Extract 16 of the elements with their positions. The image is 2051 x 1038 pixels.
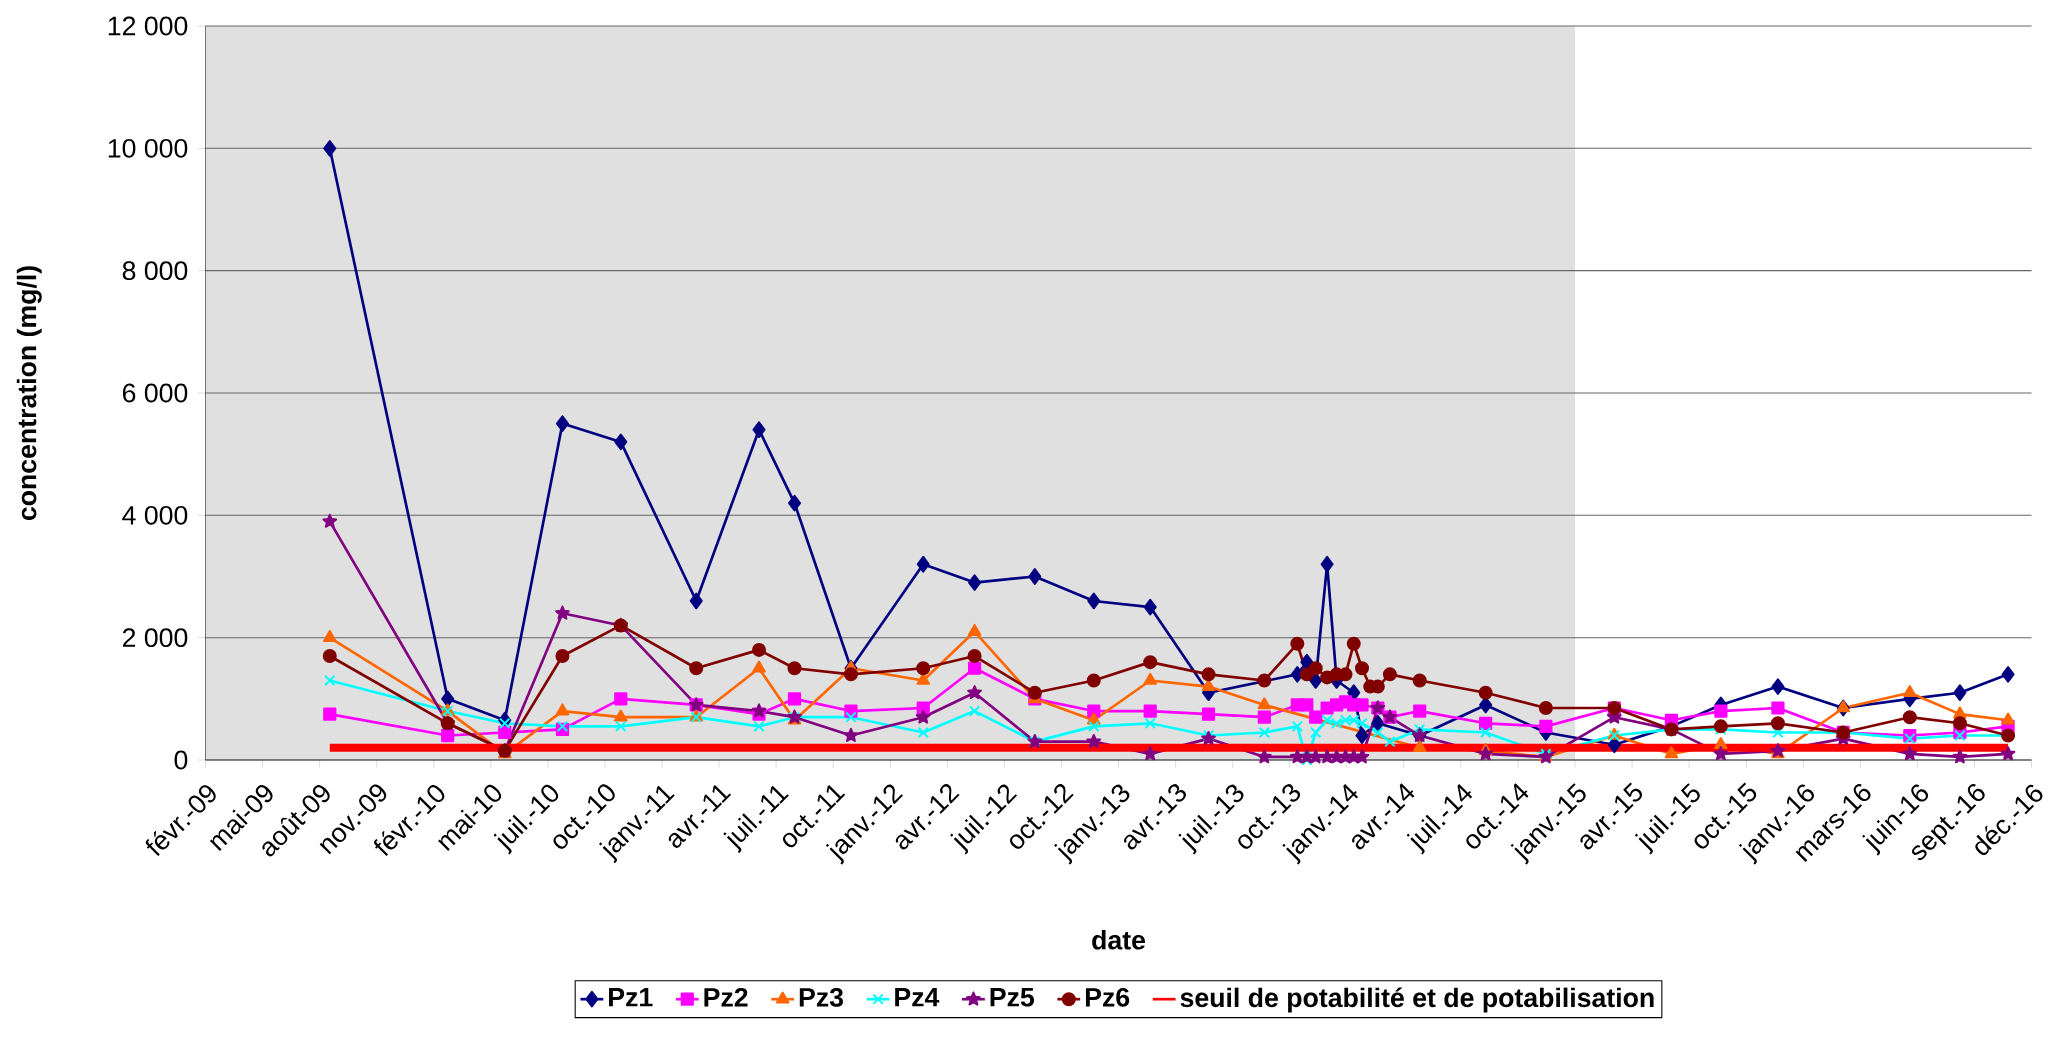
y-tick-label: 6 000 [122,383,188,403]
y-tick-label: 10 000 [108,138,188,158]
legend-label: seuil de potabilité et de potabilisation [1180,987,1654,1013]
y-axis-title: concentration (mg/l) [16,266,42,521]
y-tick-label: 4 000 [122,505,188,525]
y-tick-label: 12 000 [108,16,188,36]
legend-label: Pz6 [1085,987,1130,1007]
y-tick-label: 2 000 [122,628,188,648]
legend-label: Pz4 [895,988,940,1007]
y-tick-label: 8 000 [122,261,188,281]
y-tick-label: 0 [174,750,188,770]
legend-label: Pz1 [609,988,653,1007]
legend-label: Pz2 [704,987,748,1007]
legend-label: Pz5 [990,988,1035,1007]
x-axis-title: date [1092,930,1146,950]
legend-label: Pz3 [799,987,844,1007]
